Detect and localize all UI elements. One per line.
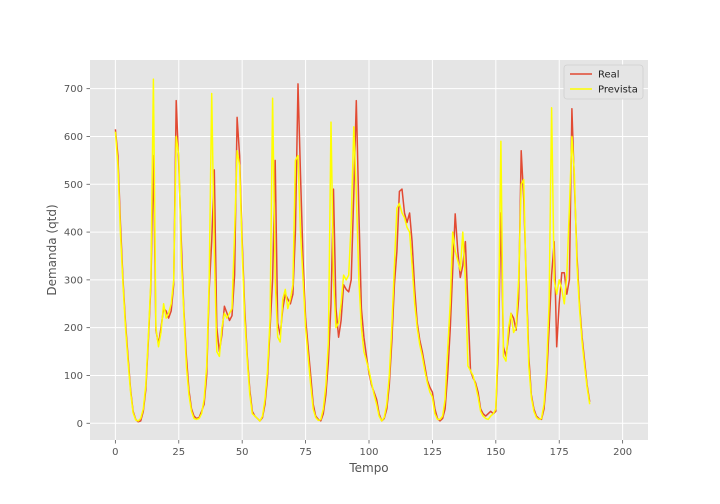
x-axis: 0 25 50 75 100 125 150 175 200	[112, 440, 632, 458]
x-tick-label: 75	[299, 447, 312, 458]
legend-label-real: Real	[598, 70, 620, 81]
y-tick-label: 600	[64, 132, 83, 143]
series-layer	[114, 78, 591, 423]
y-tick-label: 100	[64, 371, 83, 382]
x-tick-label: 50	[236, 447, 249, 458]
y-tick-label: 0	[77, 419, 83, 430]
x-tick-label: 25	[172, 447, 185, 458]
y-tick-label: 200	[64, 323, 83, 334]
x-tick-label: 200	[613, 447, 632, 458]
y-tick-label: 500	[64, 180, 83, 191]
y-tick-label: 700	[64, 84, 83, 95]
x-tick-label: 0	[112, 447, 118, 458]
series-line-prevista	[114, 78, 591, 422]
x-tick-label: 125	[423, 447, 442, 458]
x-tick-label: 175	[550, 447, 569, 458]
legend: Real Prevista	[563, 64, 644, 100]
x-tick-label: 150	[486, 447, 505, 458]
y-tick-label: 400	[64, 228, 83, 239]
y-axis: 0 100 200 300 400 500 600 700	[64, 84, 90, 430]
y-tick-label: 300	[64, 275, 83, 286]
x-tick-label: 100	[359, 447, 378, 458]
legend-label-prevista: Prevista	[598, 85, 638, 96]
x-axis-label: Tempo	[348, 461, 388, 475]
y-axis-label: Demanda (qtd)	[45, 204, 59, 295]
